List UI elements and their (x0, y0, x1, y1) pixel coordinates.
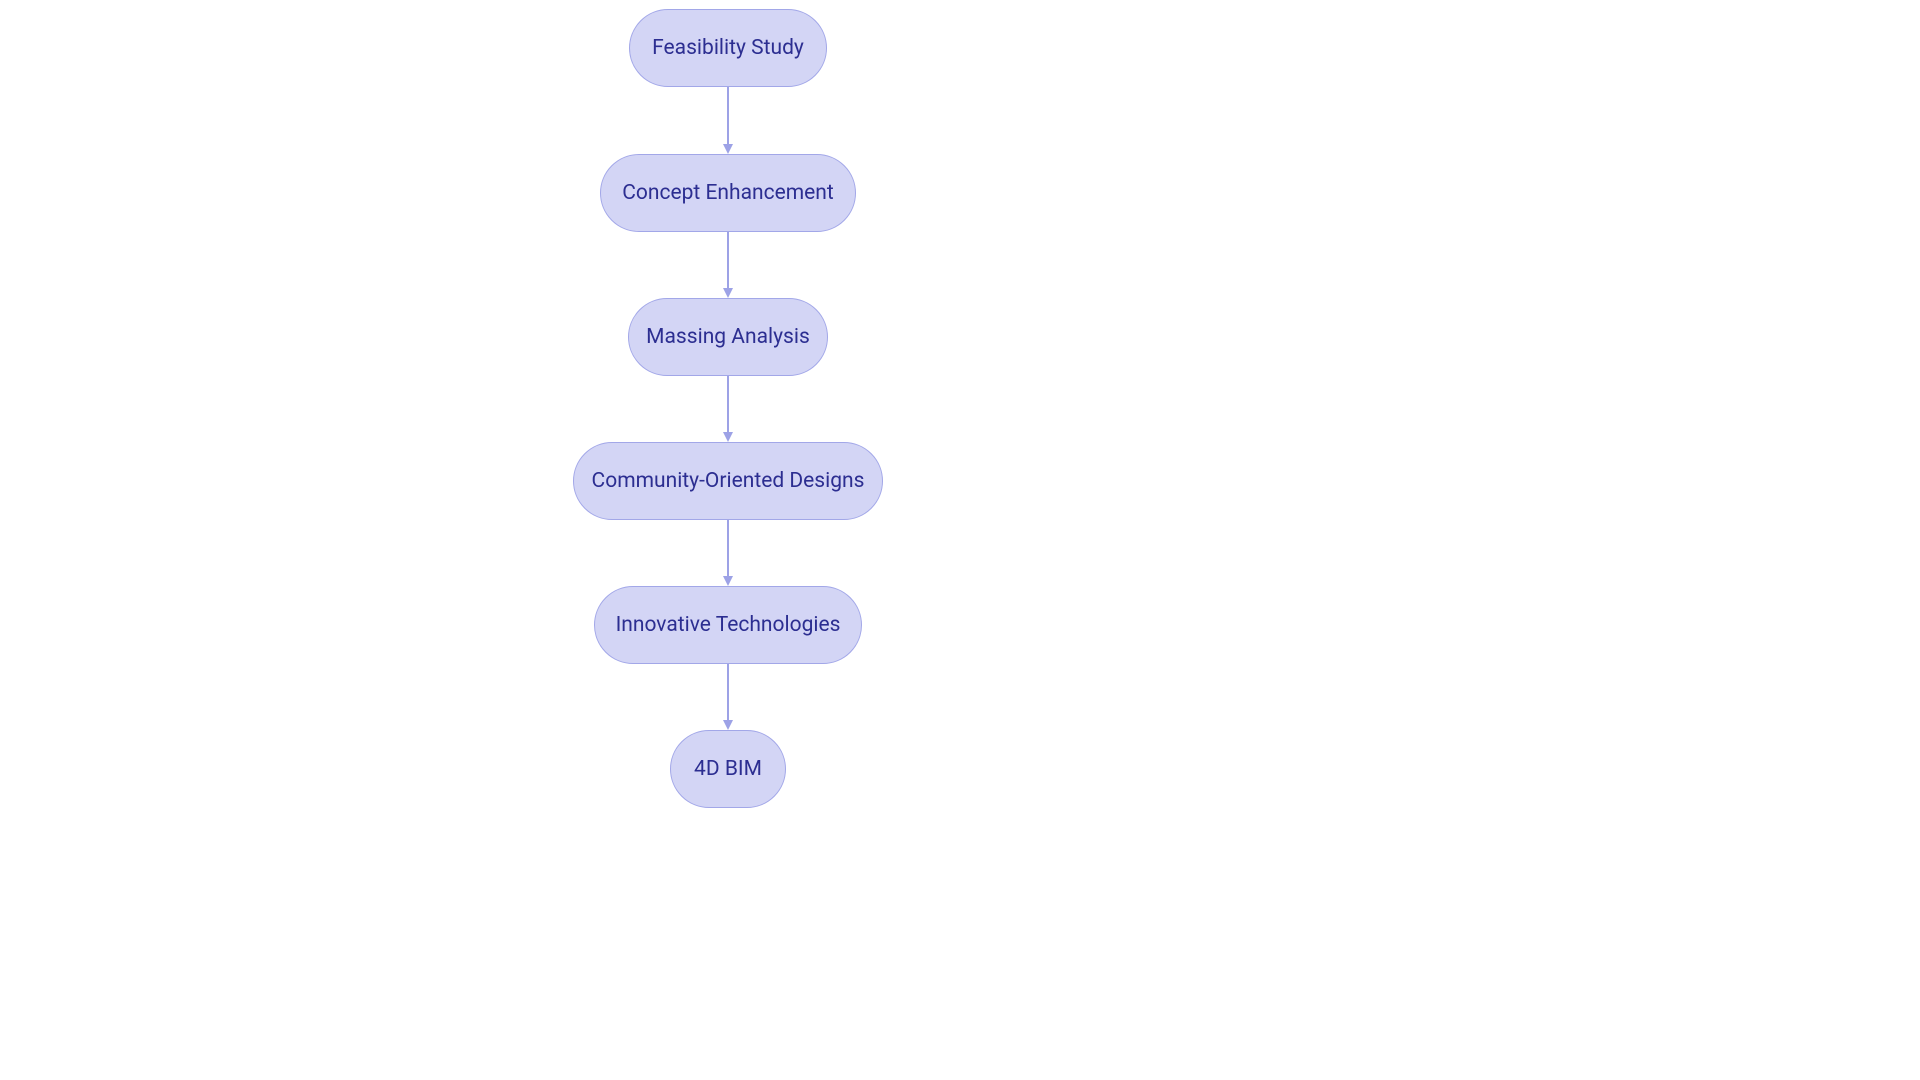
flowchart-canvas: Feasibility Study Concept Enhancement Mass… (0, 0, 1920, 1080)
flowchart-node-label: Concept Enhancement (622, 181, 834, 205)
flowchart-node-label: Massing Analysis (646, 325, 810, 349)
flowchart-node-label: 4D BIM (694, 757, 762, 781)
flowchart-node: Innovative Technologies (594, 586, 862, 664)
flowchart-node: Feasibility Study (629, 9, 827, 87)
flowchart-node: 4D BIM (670, 730, 786, 808)
flowchart-node-label: Community-Oriented Designs (592, 469, 865, 493)
flowchart-node-label: Feasibility Study (652, 36, 804, 60)
flowchart-node: Massing Analysis (628, 298, 828, 376)
flowchart-node: Community-Oriented Designs (573, 442, 883, 520)
flowchart-node-label: Innovative Technologies (616, 613, 841, 637)
flowchart-node: Concept Enhancement (600, 154, 856, 232)
flowchart-edges (0, 0, 1920, 1080)
